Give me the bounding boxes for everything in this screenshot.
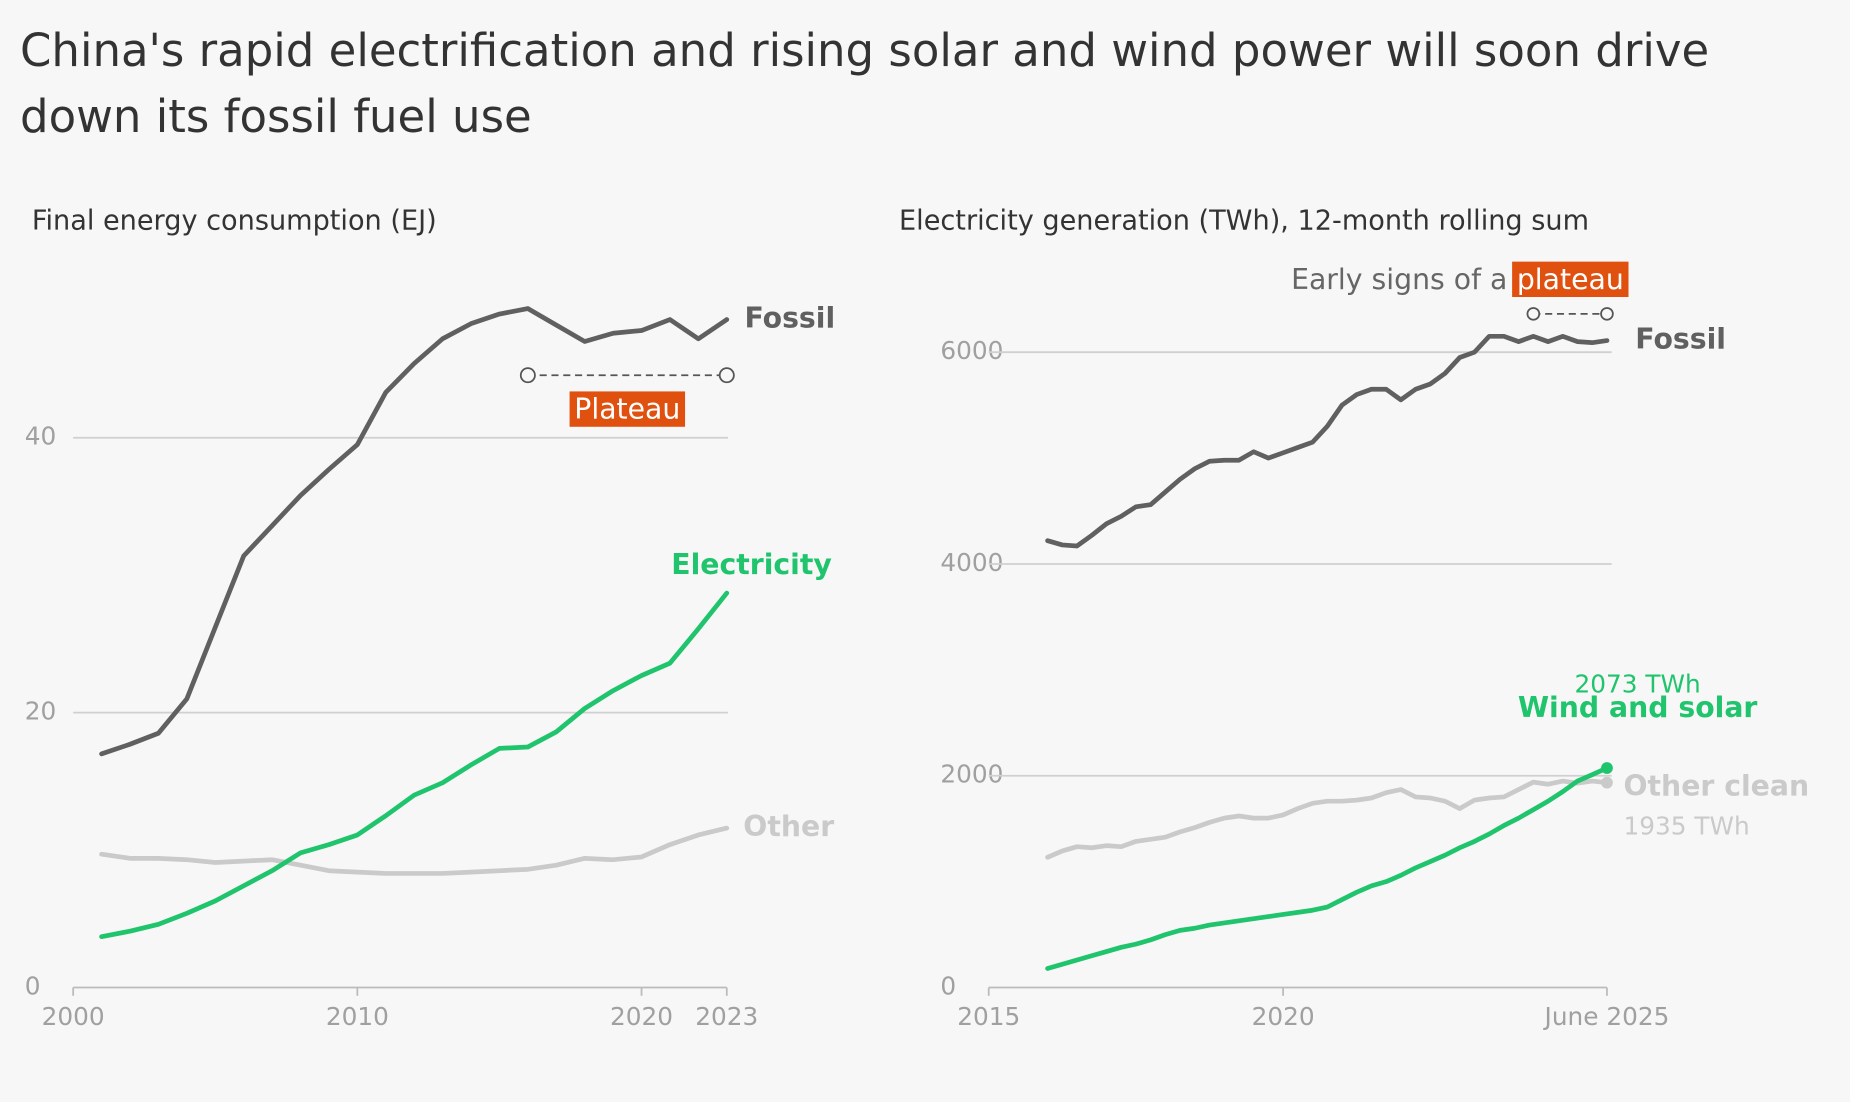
y-tick-label: 0: [940, 972, 956, 1001]
series-label: Other: [743, 810, 834, 843]
x-tick-label: 2015: [957, 1002, 1020, 1031]
series-line: [99, 306, 730, 757]
series-label: Wind and solar: [1518, 691, 1758, 724]
chart-subtitle: Electricity generation (TWh), 12-month r…: [899, 205, 1589, 236]
series-label: Fossil: [744, 302, 835, 335]
value-label: 1935 TWh: [1623, 811, 1749, 840]
highlight-box: [569, 391, 686, 427]
annotation-highlight: Plateau: [574, 393, 680, 426]
y-tick-label: 6000: [940, 336, 1003, 365]
x-tick-label: 2020: [1252, 1002, 1315, 1031]
y-tick-label: 4000: [940, 548, 1003, 577]
series-line: [1045, 765, 1610, 971]
x-tick-label: June 2025: [1543, 1002, 1670, 1031]
chart-subtitle: Final energy consumption (EJ): [32, 205, 437, 236]
series-label: Electricity: [671, 548, 832, 581]
y-tick-label: 2000: [940, 760, 1003, 789]
x-tick-label: 2023: [695, 1002, 758, 1031]
series-line: [1045, 778, 1610, 860]
series-line: [99, 590, 730, 940]
series-line: [1045, 333, 1610, 549]
highlight-box: [1512, 261, 1629, 297]
series-line: [99, 825, 730, 876]
value-label: 2073 TWh: [1575, 669, 1701, 698]
series-label: Other clean: [1623, 769, 1809, 802]
series-label: Fossil: [1635, 323, 1726, 356]
bracket-end: [519, 367, 536, 384]
end-dot: [1601, 776, 1613, 789]
y-tick-label: 20: [25, 697, 57, 726]
annotation-text: Early signs of a: [1291, 263, 1507, 296]
y-tick-label: 0: [25, 972, 41, 1001]
bracket-end: [1600, 307, 1614, 321]
annotation-highlight: plateau: [1517, 263, 1624, 296]
end-dot: [1601, 762, 1613, 774]
page-title: China's rapid electrification and rising…: [20, 24, 1710, 143]
bracket-end: [718, 367, 735, 384]
y-tick-label: 40: [25, 422, 57, 451]
x-tick-label: 2020: [610, 1002, 673, 1031]
x-tick-label: 2010: [326, 1002, 389, 1031]
bracket-end: [1526, 307, 1541, 321]
x-tick-label: 2000: [42, 1002, 105, 1031]
